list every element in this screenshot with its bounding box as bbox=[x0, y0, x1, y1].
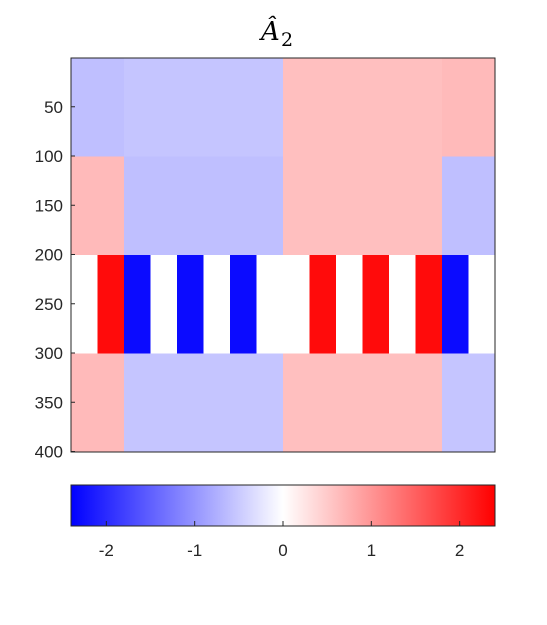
heatmap-block bbox=[150, 255, 177, 354]
heatmap-block bbox=[415, 255, 442, 354]
heatmap-block bbox=[389, 255, 416, 354]
colorbar-tick-label: -2 bbox=[99, 541, 114, 560]
colorbar-tick-label: -1 bbox=[187, 541, 202, 560]
y-tick-label: 200 bbox=[35, 246, 63, 265]
y-tick-label: 400 bbox=[35, 443, 63, 462]
heatmap-block bbox=[442, 156, 495, 255]
heatmap-block bbox=[442, 353, 495, 452]
heatmap-block bbox=[124, 255, 151, 354]
heatmap-block bbox=[336, 255, 363, 354]
colorbar-axis: -2 -1 0 1 2 bbox=[99, 521, 464, 560]
y-tick-label: 150 bbox=[35, 196, 63, 215]
heatmap-block bbox=[309, 255, 336, 354]
y-tick-label: 50 bbox=[44, 98, 63, 117]
heatmap-block bbox=[442, 58, 495, 157]
y-tick-label: 350 bbox=[35, 393, 63, 412]
y-tick-label: 100 bbox=[35, 147, 63, 166]
heatmap-block bbox=[283, 58, 442, 157]
heatmap-block bbox=[283, 156, 442, 255]
heatmap-block bbox=[71, 156, 124, 255]
heatmap-block bbox=[283, 353, 442, 452]
heatmap-block bbox=[124, 58, 283, 157]
heatmap-block bbox=[71, 353, 124, 452]
colorbar-tick-label: 0 bbox=[278, 541, 287, 560]
heatmap-block bbox=[124, 353, 283, 452]
heatmap-block bbox=[468, 255, 495, 354]
chart-title-subscript: 2 bbox=[281, 29, 293, 51]
heatmap-block bbox=[256, 255, 310, 354]
heatmap-block bbox=[362, 255, 389, 354]
chart-title-main: Â bbox=[259, 15, 280, 47]
colorbar bbox=[70, 484, 496, 527]
heatmap-block bbox=[177, 255, 204, 354]
heatmap-block bbox=[71, 255, 98, 354]
y-tick-label: 250 bbox=[35, 295, 63, 314]
heatmap-block bbox=[97, 255, 124, 354]
colorbar-tick-label: 1 bbox=[367, 541, 376, 560]
heatmap-block bbox=[203, 255, 230, 354]
heatmap-block bbox=[124, 156, 283, 255]
y-axis: 50 100 150 200 250 300 350 400 bbox=[35, 98, 75, 462]
heatmap-block bbox=[71, 58, 124, 157]
heatmap-block bbox=[230, 255, 257, 354]
heatmap-cells bbox=[71, 58, 495, 452]
heatmap-block bbox=[442, 255, 469, 354]
y-tick-label: 300 bbox=[35, 344, 63, 363]
chart-title: Â 2 bbox=[259, 15, 293, 51]
colorbar-tick-label: 2 bbox=[455, 541, 464, 560]
